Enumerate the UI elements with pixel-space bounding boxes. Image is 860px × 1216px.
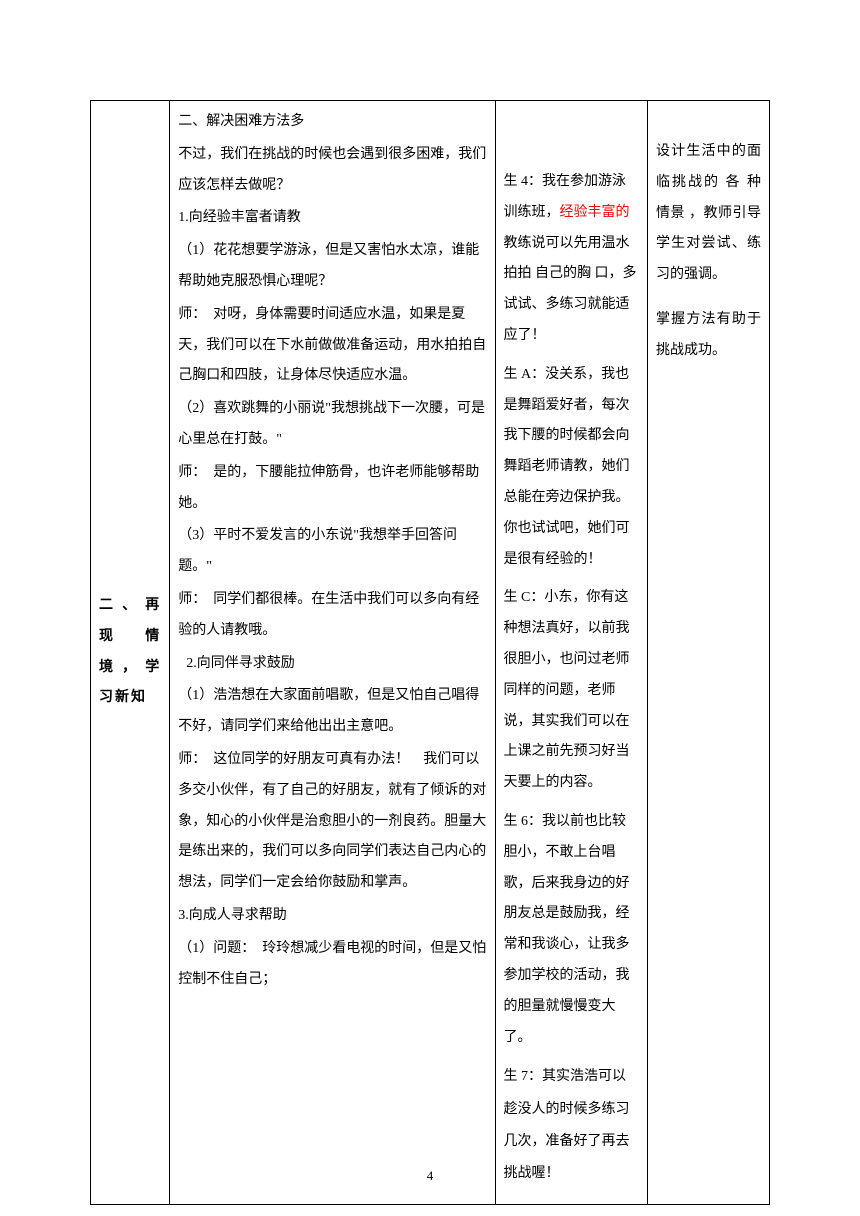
text-post: 教练说可以先用温水拍拍 自己的胸 口，多试试、多练习就能适应了！ xyxy=(504,236,637,343)
paragraph: 师： 是的，下腰能拉伸筋骨，也许老师能够帮助她。 xyxy=(178,458,486,520)
paragraph: （1）花花想要学游泳，但是又害怕水太凉，谁能帮助她克服恐惧心理呢？ xyxy=(178,236,486,298)
student-response-c: 生 C：小东，你有这种想法真好，以前我很胆小，也问过老师同样的问题，老师说，其实… xyxy=(504,583,639,799)
paragraph: （3）平时不爱发言的小东说"我想举手回答问题。" xyxy=(178,521,486,583)
intro-text: 不过，我们在挑战的时候也会遇到很多困难，我们应该怎样去做呢？ xyxy=(178,140,486,202)
design-intent-cell: 设计生活中的面临挑战的 各 种 情景 ，教师引导学生对尝试、练习的强调。 掌握方… xyxy=(648,101,770,1205)
heading-2: 2.向同伴寻求鼓励 xyxy=(178,649,486,680)
student-response-4: 生 4：我在参加游泳训练班，经验丰富的教练说可以先用温水拍拍 自己的胸 口，多试… xyxy=(504,167,639,352)
section-label-cell: 二、再现 情境，学习新知 xyxy=(91,101,170,1205)
design-note-1: 设计生活中的面临挑战的 各 种 情景 ，教师引导学生对尝试、练习的强调。 xyxy=(656,137,761,291)
lesson-plan-table: 二、再现 情境，学习新知 二、解决困难方法多 不过，我们在挑战的时候也会遇到很多… xyxy=(90,100,770,1205)
paragraph: 师： 同学们都很棒。在生活中我们可以多向有经验的人请教哦。 xyxy=(178,585,486,647)
subsection-title: 二、解决困难方法多 xyxy=(178,107,486,138)
paragraph: 师： 对呀，身体需要时间适应水温，如果是夏天，我们可以在下水前做做准备运动，用水… xyxy=(178,300,486,392)
paragraph: （1）浩浩想在大家面前唱歌，但是又怕自己唱得不好，请同学们来给他出出主意吧。 xyxy=(178,681,486,743)
paragraph: 师： 这位同学的好朋友可真有办法！ 我们可以多交小伙伴，有了自己的好朋友，就有了… xyxy=(178,745,486,899)
paragraph: （1）问题： 玲玲想减少看电视的时间，但是又怕控制不住自己； xyxy=(178,934,486,996)
student-response-7: 生 7：其实浩浩可以趁没人的时候多练习几次，准备好了再去挑战喔！ xyxy=(504,1061,639,1190)
page-number: 4 xyxy=(427,1168,434,1184)
student-response-6: 生 6：我以前也比较胆小，不敢上台唱歌，后来我身边的好朋友总是鼓励我，经常和我谈… xyxy=(504,807,639,1053)
section-label: 二、再现 情境，学习新知 xyxy=(99,591,161,714)
heading-3: 3.向成人寻求帮助 xyxy=(178,901,486,932)
paragraph: （2）喜欢跳舞的小丽说"我想挑战下一次腰，可是心里总在打鼓。" xyxy=(178,394,486,456)
teacher-content-cell: 二、解决困难方法多 不过，我们在挑战的时候也会遇到很多困难，我们应该怎样去做呢？… xyxy=(170,101,495,1205)
student-response-a: 生 A：没关系，我也是舞蹈爱好者，每次我下腰的时候都会向舞蹈老师请教，她们总能在… xyxy=(504,360,639,576)
heading-1: 1.向经验丰富者请教 xyxy=(178,203,486,234)
design-note-2: 掌握方法有助于挑战成功。 xyxy=(656,305,761,367)
highlighted-text: 经验丰富的 xyxy=(560,205,630,220)
student-response-cell: 生 4：我在参加游泳训练班，经验丰富的教练说可以先用温水拍拍 自己的胸 口，多试… xyxy=(495,101,647,1205)
